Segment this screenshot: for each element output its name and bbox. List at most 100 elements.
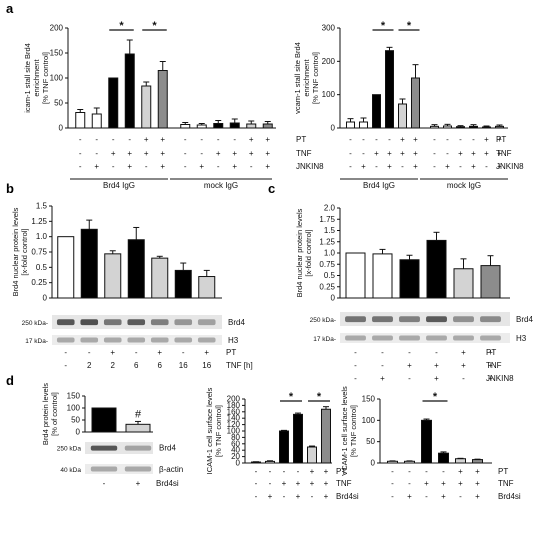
y-tick-label-a1: 0 <box>59 124 64 133</box>
bar-d2 <box>307 446 317 464</box>
bar-d3 <box>404 460 415 464</box>
bar-a2 <box>346 121 355 129</box>
condition-sign-a2: + <box>361 162 366 171</box>
blot-band-b <box>103 319 122 326</box>
condition-sign-a2: - <box>433 162 436 171</box>
condition-sign-a1: - <box>79 162 82 171</box>
y-axis-label-a1: enrichment <box>32 59 41 97</box>
condition-sign-a1: - <box>217 162 220 171</box>
condition-sign-b: 16 <box>179 361 188 370</box>
condition-sign-d3: + <box>407 492 412 501</box>
bar-a1 <box>108 77 119 129</box>
condition-sign-a2: + <box>400 149 405 158</box>
y-tick-label-a1: 200 <box>50 24 64 33</box>
condition-sign-c: + <box>488 348 493 357</box>
y-tick-label-d1: 0 <box>76 428 81 437</box>
condition-sign-a1: + <box>144 135 149 144</box>
condition-sign-a1: + <box>232 149 237 158</box>
blot-band-c <box>345 316 366 323</box>
condition-sign-c: + <box>434 361 439 370</box>
y-axis-label-a1: [% TNF control] <box>41 52 50 104</box>
condition-sign-a1: + <box>265 149 270 158</box>
sig-star-d3: * <box>433 391 438 403</box>
condition-sign-a2: - <box>375 135 378 144</box>
condition-sign-d3: + <box>441 492 446 501</box>
condition-sign-b: 6 <box>134 361 139 370</box>
bar-a1 <box>229 122 240 129</box>
y-axis-label-a2: enrichment <box>302 59 311 97</box>
condition-label-b: PT <box>226 348 236 357</box>
condition-sign-a2: - <box>433 135 436 144</box>
condition-label-a2: PT <box>496 135 506 144</box>
condition-sign-a2: + <box>413 135 418 144</box>
condition-sign-a2: + <box>458 149 463 158</box>
condition-sign-b: - <box>64 348 67 357</box>
blot-marker-d1: 40 kDa <box>60 467 81 474</box>
condition-sign-a1: + <box>160 162 165 171</box>
y-tick-label-c: 1.0 <box>324 249 336 258</box>
sig-star-d2: * <box>317 391 322 403</box>
blot-band-b <box>56 337 75 343</box>
condition-sign-c: - <box>435 348 438 357</box>
y-axis-label-d3: VCAM-1 cell surface levels <box>340 386 349 476</box>
bar-d1 <box>125 423 151 433</box>
y-tick-label-c: 2.0 <box>324 204 336 213</box>
bar-b <box>198 276 216 299</box>
condition-sign-a2: - <box>401 162 404 171</box>
condition-label-d3: Brd4si <box>498 492 521 501</box>
condition-label-d2: Brd4si <box>336 492 359 501</box>
y-tick-label-c: 0.75 <box>319 260 335 269</box>
condition-sign-a1: - <box>95 135 98 144</box>
bar-a1 <box>180 124 191 129</box>
blot-label-c: Brd4 <box>516 315 533 324</box>
y-tick-label-d2: 120 <box>227 420 241 429</box>
bar-a2 <box>456 126 465 129</box>
sig-star-a2: * <box>407 20 412 32</box>
condition-sign-d2: + <box>296 479 301 488</box>
blot-label-b: H3 <box>228 336 239 345</box>
y-tick-label-a2: 0 <box>331 124 336 133</box>
condition-sign-d3: - <box>408 479 411 488</box>
condition-sign-d3: + <box>458 479 463 488</box>
condition-sign-d3: + <box>475 467 480 476</box>
condition-sign-c: - <box>354 348 357 357</box>
blot-strip-c <box>340 333 510 343</box>
y-axis-label-b: [x-fold control] <box>20 228 29 275</box>
bar-a2 <box>411 77 420 129</box>
condition-sign-c: + <box>407 361 412 370</box>
blot-strip-d1 <box>85 464 153 474</box>
condition-sign-a2: - <box>349 135 352 144</box>
y-tick-label-d3: 100 <box>362 416 376 425</box>
blot-band-d1 <box>90 445 118 451</box>
condition-sign-a1: + <box>199 162 204 171</box>
bar-a1 <box>157 70 168 129</box>
y-axis-label-a2: vcam-1 stall site Brd4 <box>293 42 302 114</box>
blot-marker-b: 17 kDa- <box>25 338 48 345</box>
condition-sign-d2: + <box>268 492 273 501</box>
blot-band-b <box>174 337 193 343</box>
y-tick-label-d3: 50 <box>366 437 375 446</box>
y-tick-label-c: 0.25 <box>319 282 335 291</box>
condition-sign-a1: + <box>127 149 132 158</box>
bar-a2 <box>385 50 394 129</box>
blot-label-d1: β-actin <box>159 465 183 474</box>
bar-c <box>426 239 447 299</box>
condition-sign-d2: - <box>283 492 286 501</box>
condition-sign-a1: + <box>249 135 254 144</box>
condition-sign-a1: + <box>111 149 116 158</box>
bar-a2 <box>430 125 439 129</box>
condition-sign-a2: + <box>471 149 476 158</box>
y-axis-label-c: Brd4 nuclear protein levels <box>295 208 304 297</box>
condition-sign-d3: + <box>458 467 463 476</box>
y-tick-label-d2: 160 <box>227 407 241 416</box>
y-tick-label-c: 1.5 <box>324 226 336 235</box>
condition-sign-a1: - <box>233 135 236 144</box>
blot-label-d1: Brd4 <box>159 443 176 452</box>
condition-sign-a1: + <box>216 149 221 158</box>
blot-band-b <box>127 337 146 343</box>
condition-sign-a2: - <box>375 162 378 171</box>
condition-sign-a1: + <box>265 135 270 144</box>
blot-strip-d1 <box>85 442 153 454</box>
blot-band-c <box>453 316 474 323</box>
condition-sign-a1: - <box>128 135 131 144</box>
